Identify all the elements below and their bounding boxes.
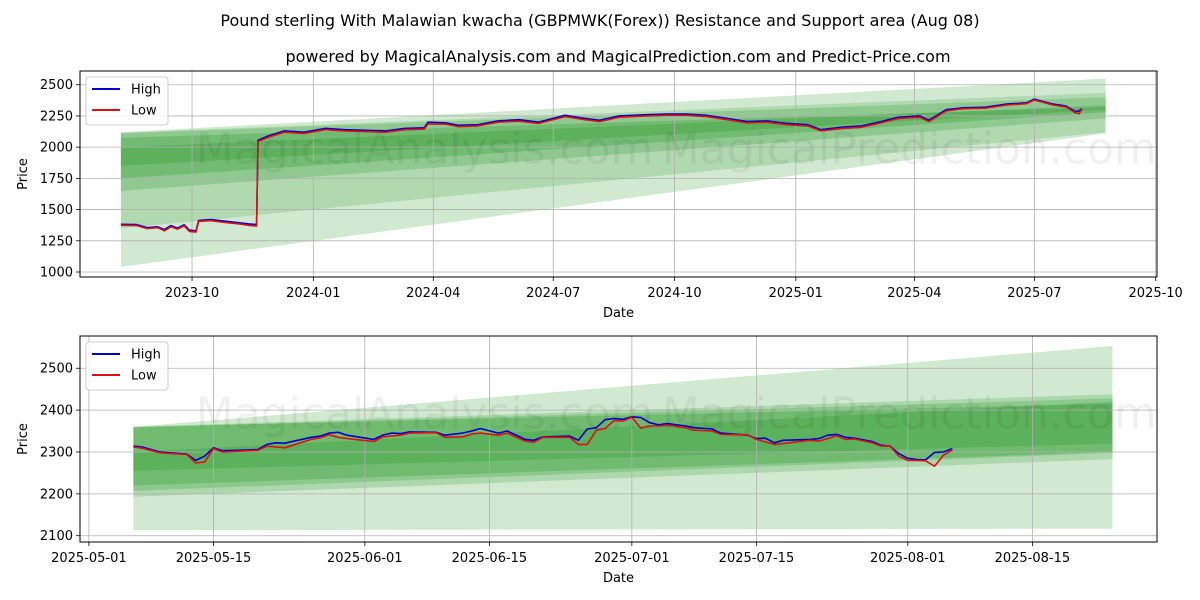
chart-subtitle: powered by MagicalAnalysis.com and Magic…: [285, 47, 950, 66]
legend-label-low: Low: [131, 104, 157, 119]
plot-frame: [79, 70, 1158, 278]
x-tick-label: 2025-08-15: [995, 551, 1071, 566]
x-tick-label: 2025-06-01: [327, 551, 403, 566]
y-tick-label: 1250: [40, 234, 73, 249]
y-tick-label: 1000: [40, 266, 73, 281]
bottom-plot: 2025-05-01 2025-05-15 2025-06-01 2025-06-15…: [16, 335, 1158, 586]
top-plot: 2023-10 2024-01 2024-04 2024-07 2024-10 2025-…: [16, 70, 1183, 321]
x-tick-label: 2025-10: [1129, 286, 1183, 301]
series-line-high: [120, 98, 1083, 232]
support-resistance-band-3: [120, 107, 1106, 179]
y-tick-label: 2100: [40, 529, 73, 544]
x-tick-label: 2025-05-15: [176, 551, 252, 566]
support-resistance-band-3: [133, 403, 1113, 486]
legend-label-high: High: [131, 348, 161, 363]
y-axis-label: Price: [16, 423, 31, 455]
x-axis-label: Date: [603, 571, 634, 586]
legend: High Low: [85, 76, 169, 126]
watermark-left: MagicalAnalysis.com: [196, 124, 654, 175]
x-tick-label: 2024-01: [286, 286, 340, 301]
y-tick-label: 2500: [40, 78, 73, 93]
y-tick-label: 2250: [40, 109, 73, 124]
y-tick-label: 2000: [40, 141, 73, 156]
x-tick-label: 2024-07: [526, 286, 580, 301]
y-tick-label: 2200: [40, 487, 73, 502]
watermark-right: MagicalPrediction.com: [662, 389, 1157, 440]
y-tick-label: 2400: [40, 404, 73, 419]
x-tick-label: 2023-10: [165, 286, 219, 301]
watermark-left: MagicalAnalysis.com: [196, 389, 654, 440]
support-resistance-band-1: [133, 394, 1113, 497]
x-tick-label: 2025-07-01: [594, 551, 670, 566]
chart-title: Pound sterling With Malawian kwacha (GBP…: [220, 11, 979, 30]
y-axis-label: Price: [16, 158, 31, 190]
legend-label-high: High: [131, 83, 161, 98]
x-tick-label: 2025-01: [769, 286, 823, 301]
support-resistance-band-4: [120, 105, 1106, 166]
y-tick-label: 2300: [40, 445, 73, 460]
series-line-high: [133, 416, 953, 462]
plot-frame: [79, 335, 1158, 543]
x-axis-label: Date: [603, 306, 634, 321]
series-line-low: [120, 99, 1083, 233]
legend-label-low: Low: [131, 369, 157, 384]
x-tick-label: 2025-05-01: [51, 551, 127, 566]
support-resistance-band-4: [133, 401, 1113, 471]
support-resistance-band-0: [133, 346, 1113, 531]
x-tick-label: 2025-07-15: [719, 551, 795, 566]
watermark-right: MagicalPrediction.com: [662, 124, 1157, 175]
support-resistance-band-2: [133, 398, 1113, 491]
y-tick-label: 1500: [40, 203, 73, 218]
x-tick-label: 2024-04: [406, 286, 460, 301]
series-line-low: [133, 416, 953, 467]
x-tick-label: 2025-07: [1007, 286, 1061, 301]
support-resistance-band-2: [120, 97, 1106, 191]
x-tick-label: 2025-08-01: [870, 551, 946, 566]
y-tick-label: 2500: [40, 362, 73, 377]
x-tick-label: 2025-06-15: [452, 551, 528, 566]
y-tick-label: 1750: [40, 172, 73, 187]
x-tick-label: 2025-04: [887, 286, 941, 301]
x-tick-label: 2024-10: [647, 286, 701, 301]
legend: High Low: [85, 341, 169, 391]
